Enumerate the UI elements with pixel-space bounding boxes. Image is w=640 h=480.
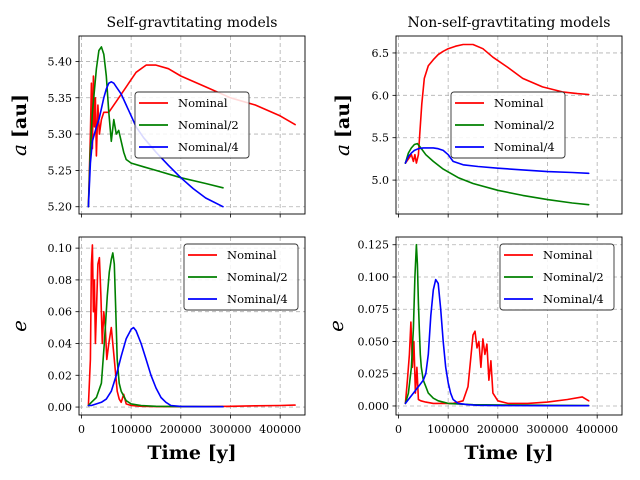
legend-label: Nominal/2 bbox=[178, 118, 239, 132]
y-axis-label: a [au] bbox=[7, 94, 31, 156]
series-line-nominal-4 bbox=[404, 147, 590, 175]
legend-label: Nominal bbox=[494, 96, 544, 110]
y-tick-label: 0.075 bbox=[358, 303, 390, 316]
y-tick-label: 0.08 bbox=[48, 274, 73, 287]
y-axis-unit: [au] bbox=[332, 94, 354, 138]
series-line-nominal-2 bbox=[87, 252, 224, 408]
legend-label: Nominal/2 bbox=[543, 270, 604, 284]
subplot-3: 0 100000 200000 300000 400000 0.00 0.02 0.04 0.0… bbox=[7, 236, 306, 464]
series-line-nominal-4 bbox=[87, 81, 224, 208]
x-tick-label: 400000 bbox=[259, 423, 301, 436]
x-tick-label: 300000 bbox=[209, 423, 251, 436]
subplot-2: 5.0 5.5 6.0 6.5 Non-self-gravtitating models… bbox=[330, 15, 623, 218]
legend-box bbox=[183, 243, 299, 311]
legend-box bbox=[450, 91, 566, 159]
x-axis-label: Time [y] bbox=[464, 442, 553, 464]
y-tick-label: 0.125 bbox=[358, 239, 390, 252]
y-tick-label: 5.40 bbox=[48, 55, 73, 68]
x-tick-label: 300000 bbox=[526, 423, 568, 436]
legend-label: Nominal bbox=[178, 96, 228, 110]
legend-label: Nominal/4 bbox=[178, 140, 239, 154]
y-tick-label: 5.5 bbox=[372, 132, 390, 145]
legend: Nominal Nominal/2 Nominal/4 bbox=[183, 243, 299, 311]
legend: Nominal Nominal/2 Nominal/4 bbox=[134, 91, 250, 159]
y-tick-label: 5.35 bbox=[48, 92, 73, 105]
plot-frame bbox=[78, 35, 306, 215]
series-line-nominal bbox=[404, 321, 590, 405]
y-axis-label: e bbox=[7, 320, 31, 332]
y-tick-label: 5.20 bbox=[48, 201, 73, 214]
subplot-1: 5.20 5.25 5.30 5.35 5.40 Self-gravtitating mo… bbox=[7, 15, 306, 218]
y-tick-label: 0.02 bbox=[48, 369, 73, 382]
y-tick-label: 0.04 bbox=[48, 337, 73, 350]
plot-frame bbox=[78, 236, 306, 416]
x-tick-label: 400000 bbox=[576, 423, 618, 436]
y-axis-label: a [au] bbox=[330, 94, 354, 156]
legend-label: Nominal/2 bbox=[227, 270, 288, 284]
legend-box bbox=[499, 243, 615, 311]
legend-label: Nominal bbox=[227, 248, 277, 262]
series-line-nominal bbox=[404, 43, 590, 164]
x-tick-label: 200000 bbox=[160, 423, 202, 436]
y-tick-label: 0.025 bbox=[358, 368, 390, 381]
y-tick-label: 5.25 bbox=[48, 164, 73, 177]
y-tick-label: 0.10 bbox=[48, 242, 73, 255]
x-tick-label: 100000 bbox=[427, 423, 469, 436]
y-tick-label: 0.00 bbox=[48, 401, 73, 414]
series-line-nominal-2 bbox=[404, 142, 590, 206]
x-tick-label: 200000 bbox=[477, 423, 519, 436]
subplot-title: Self-gravtitating models bbox=[107, 15, 278, 31]
plot-frame bbox=[395, 236, 623, 416]
y-axis-unit: [au] bbox=[9, 94, 31, 138]
y-axis-symbol: e bbox=[324, 320, 348, 332]
legend-label: Nominal/4 bbox=[227, 292, 288, 306]
x-axis-label: Time [y] bbox=[147, 442, 236, 464]
legend-label: Nominal/2 bbox=[494, 118, 555, 132]
legend-box bbox=[134, 91, 250, 159]
x-tick-label: 0 bbox=[78, 423, 85, 436]
legend: Nominal Nominal/2 Nominal/4 bbox=[450, 91, 566, 159]
y-tick-label: 5.30 bbox=[48, 128, 73, 141]
y-tick-label: 5.0 bbox=[372, 174, 390, 187]
legend-label: Nominal/4 bbox=[494, 140, 555, 154]
y-axis-label: e bbox=[324, 320, 348, 332]
series-line-nominal-4 bbox=[404, 278, 590, 407]
series-line-nominal-4 bbox=[87, 326, 224, 408]
y-tick-label: 6.0 bbox=[372, 89, 390, 102]
y-tick-label: 6.5 bbox=[372, 47, 390, 60]
plot-frame bbox=[395, 35, 623, 215]
y-tick-label: 0.100 bbox=[358, 271, 390, 284]
y-tick-label: 0.050 bbox=[358, 335, 390, 348]
legend-label: Nominal bbox=[543, 248, 593, 262]
y-tick-label: 0.06 bbox=[48, 306, 73, 319]
y-axis-symbol: e bbox=[7, 320, 31, 332]
subplot-4: 0 100000 200000 300000 400000 0.000 0.025 0.050… bbox=[324, 236, 623, 464]
y-axis-symbol: a bbox=[7, 144, 31, 156]
y-tick-label: 0.000 bbox=[358, 400, 390, 413]
x-tick-label: 0 bbox=[395, 423, 402, 436]
legend-label: Nominal/4 bbox=[543, 292, 604, 306]
series-line-nominal-2 bbox=[87, 46, 224, 208]
legend: Nominal Nominal/2 Nominal/4 bbox=[499, 243, 615, 311]
subplot-title: Non-self-gravtitating models bbox=[408, 15, 611, 31]
x-tick-label: 100000 bbox=[110, 423, 152, 436]
y-axis-symbol: a bbox=[330, 144, 354, 156]
